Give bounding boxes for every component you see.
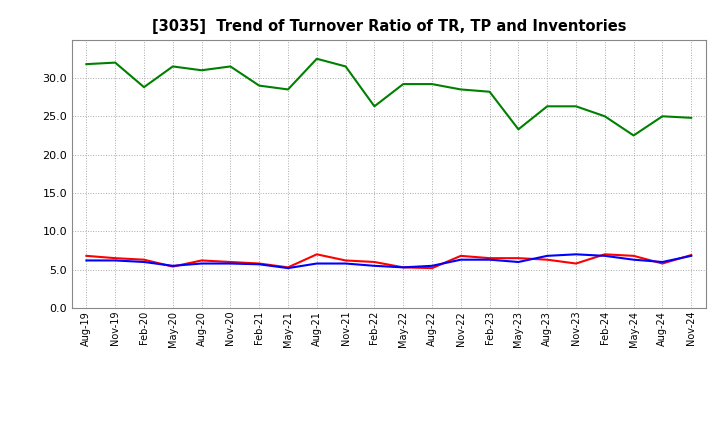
Trade Receivables	[600, 252, 609, 257]
Trade Payables	[284, 265, 292, 271]
Trade Payables	[399, 265, 408, 270]
Inventories	[255, 83, 264, 88]
Trade Receivables	[370, 259, 379, 264]
Trade Payables	[485, 257, 494, 262]
Trade Receivables	[82, 253, 91, 258]
Trade Payables	[572, 252, 580, 257]
Inventories	[629, 133, 638, 138]
Trade Receivables	[140, 257, 148, 262]
Trade Receivables	[456, 253, 465, 258]
Trade Receivables	[255, 261, 264, 266]
Inventories	[399, 81, 408, 87]
Inventories	[140, 84, 148, 90]
Trade Receivables	[629, 253, 638, 258]
Title: [3035]  Trend of Turnover Ratio of TR, TP and Inventories: [3035] Trend of Turnover Ratio of TR, TP…	[151, 19, 626, 34]
Trade Payables	[255, 262, 264, 267]
Trade Receivables	[168, 264, 177, 269]
Trade Payables	[168, 263, 177, 268]
Trade Payables	[197, 261, 206, 266]
Inventories	[284, 87, 292, 92]
Trade Payables	[600, 253, 609, 258]
Trade Payables	[543, 253, 552, 258]
Trade Payables	[514, 259, 523, 264]
Trade Receivables	[284, 265, 292, 270]
Trade Payables	[226, 261, 235, 266]
Trade Receivables	[428, 265, 436, 271]
Line: Trade Receivables: Trade Receivables	[86, 254, 691, 268]
Trade Payables	[341, 261, 350, 266]
Trade Receivables	[226, 259, 235, 264]
Inventories	[341, 64, 350, 69]
Trade Receivables	[514, 256, 523, 261]
Trade Payables	[629, 257, 638, 262]
Trade Payables	[312, 261, 321, 266]
Trade Payables	[140, 259, 148, 264]
Inventories	[168, 64, 177, 69]
Trade Receivables	[687, 253, 696, 258]
Trade Receivables	[485, 256, 494, 261]
Inventories	[428, 81, 436, 87]
Trade Receivables	[341, 258, 350, 263]
Trade Payables	[370, 263, 379, 268]
Trade Receivables	[197, 258, 206, 263]
Trade Receivables	[111, 256, 120, 261]
Trade Payables	[456, 257, 465, 262]
Inventories	[82, 62, 91, 67]
Inventories	[312, 56, 321, 62]
Inventories	[485, 89, 494, 95]
Line: Trade Payables: Trade Payables	[86, 254, 691, 268]
Trade Receivables	[399, 265, 408, 270]
Line: Inventories: Inventories	[86, 59, 691, 136]
Trade Receivables	[658, 261, 667, 266]
Inventories	[572, 104, 580, 109]
Inventories	[600, 114, 609, 119]
Trade Receivables	[543, 257, 552, 262]
Trade Payables	[82, 258, 91, 263]
Inventories	[514, 127, 523, 132]
Trade Receivables	[572, 261, 580, 266]
Inventories	[658, 114, 667, 119]
Inventories	[543, 104, 552, 109]
Inventories	[687, 115, 696, 121]
Trade Payables	[687, 253, 696, 258]
Trade Payables	[658, 259, 667, 264]
Inventories	[197, 68, 206, 73]
Inventories	[370, 104, 379, 109]
Trade Payables	[111, 258, 120, 263]
Inventories	[456, 87, 465, 92]
Trade Receivables	[312, 252, 321, 257]
Inventories	[111, 60, 120, 65]
Inventories	[226, 64, 235, 69]
Trade Payables	[428, 263, 436, 268]
